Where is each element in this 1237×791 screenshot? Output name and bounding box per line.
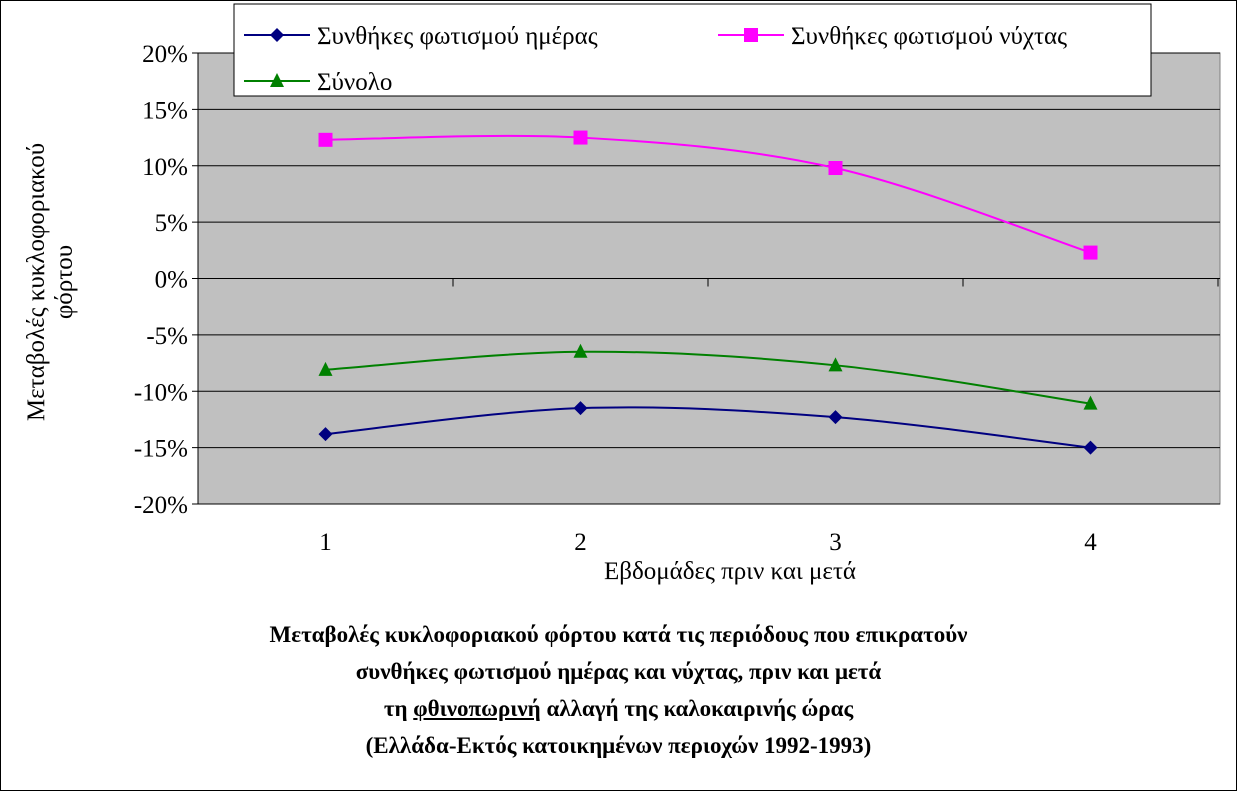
series-1 [318, 401, 1098, 455]
caption-line-3: τη φθινοπωρινή αλλαγή της καλοκαιρινής ώ… [1, 690, 1236, 727]
legend-marker [270, 73, 284, 87]
y-tick-label: 0% [155, 267, 188, 294]
legend: Συνθήκες φωτισμού ημέρας Συνθήκες φωτισμο… [233, 3, 1152, 97]
y-tick-label: 20% [142, 41, 188, 68]
x-tick-label: 4 [1084, 529, 1097, 556]
legend-label: Συνθήκες φωτισμού ημέρας [317, 23, 598, 50]
data-point [573, 130, 588, 145]
y-tick-label: 5% [155, 210, 188, 237]
caption-line-2: συνθήκες φωτισμού ημέρας και νύχτας, πρι… [355, 659, 882, 684]
legend-marker [270, 28, 284, 42]
data-point [828, 161, 843, 176]
x-tick-label: 3 [829, 529, 842, 556]
data-point [1083, 245, 1098, 260]
data-point [573, 343, 588, 358]
x-tick-label: 2 [574, 529, 587, 556]
y-tick-label: -10% [134, 379, 188, 406]
data-point [1083, 440, 1098, 455]
legend-item: Σύνολο [244, 69, 392, 96]
y-tick-label: -15% [134, 436, 188, 463]
y-axis-title-line1: Μεταβολές κυκλοφοριακού [23, 143, 50, 421]
legend-box [233, 3, 1152, 97]
axes: 20% 15% 10% 5% 0% -5% -10% -15% -20% 1 2 3 4 [134, 41, 1220, 556]
data-point [1083, 395, 1098, 410]
x-axis-title: Εβδομάδες πριν και μετά [604, 558, 856, 585]
line-chart: 20% 15% 10% 5% 0% -5% -10% -15% -20% 1 2 3 4 Μεταβολ… [23, 3, 1221, 585]
series-line [325, 134, 1091, 254]
series-3 [318, 343, 1098, 410]
data-point [573, 401, 588, 416]
legend-label: Σύνολο [317, 69, 392, 96]
chart-caption: Μεταβολές κυκλοφοριακού φόρτου κατά τις … [1, 616, 1236, 764]
caption-line-3-after: αλλαγή της καλοκαιρινής ώρας [540, 696, 854, 721]
data-point [828, 357, 843, 372]
y-tick-label: 10% [142, 154, 188, 181]
series-line [325, 350, 1091, 405]
data-point [318, 427, 333, 442]
legend-item: Συνθήκες φωτισμού νύχτας [718, 23, 1067, 50]
y-axis-title-line2: φόρτου [51, 245, 78, 319]
y-tick-label: -5% [146, 323, 188, 350]
data-point [828, 410, 843, 425]
series-group [318, 130, 1098, 455]
caption-line-3-before: τη [383, 696, 414, 721]
legend-item: Συνθήκες φωτισμού ημέρας [244, 23, 598, 50]
caption-line-1: Μεταβολές κυκλοφοριακού φόρτου κατά τις … [269, 622, 968, 647]
legend-label: Συνθήκες φωτισμού νύχτας [791, 23, 1067, 50]
data-point [318, 132, 333, 147]
caption-underlined-word: φθινοπωρινή [413, 696, 541, 721]
data-point [318, 361, 333, 376]
y-tick-label: 15% [142, 97, 188, 124]
y-tick-label: -20% [134, 492, 188, 519]
series-line [325, 406, 1091, 449]
series-2 [318, 130, 1098, 260]
legend-marker [744, 28, 758, 42]
x-tick-label: 1 [319, 529, 332, 556]
caption-line-4: (Ελλάδα-Εκτός κατοικημένων περιοχών 1992… [365, 733, 872, 758]
